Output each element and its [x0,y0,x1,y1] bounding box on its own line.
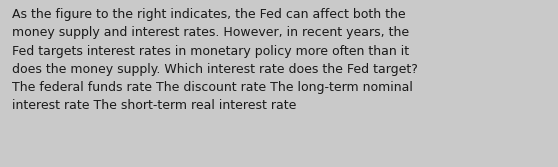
Text: As the figure to the right indicates, the Fed can affect both the
money supply a: As the figure to the right indicates, th… [12,8,418,112]
